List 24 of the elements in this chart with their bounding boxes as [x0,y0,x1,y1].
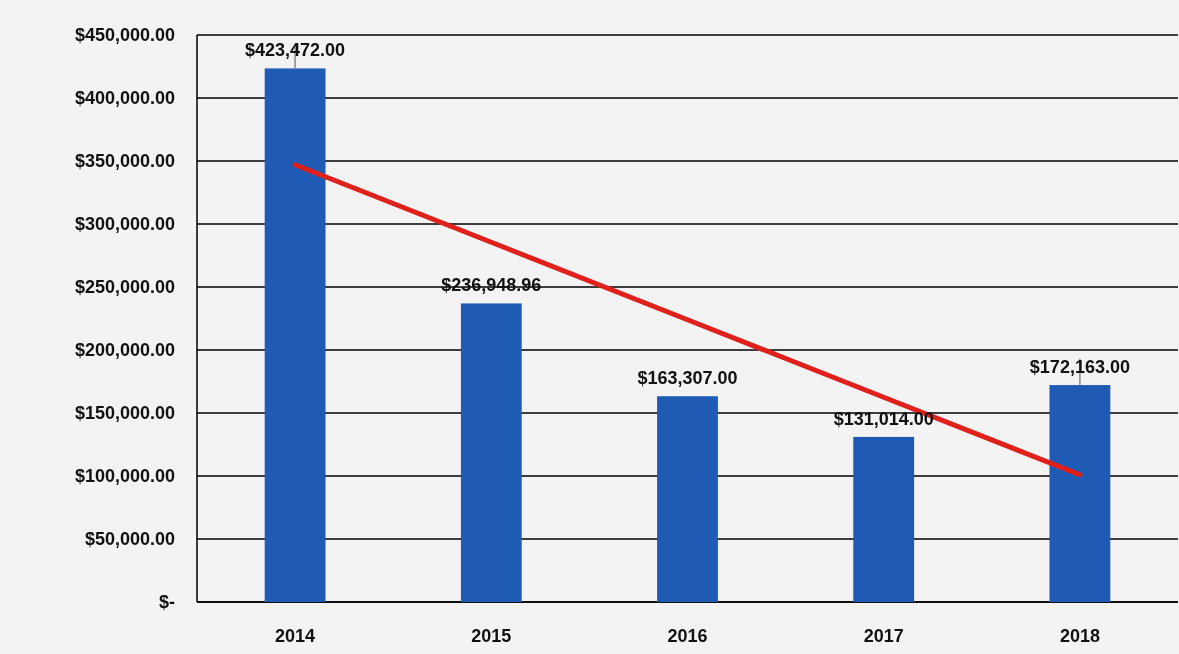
x-tick-label: 2016 [667,626,708,646]
x-tick-label: 2018 [1059,626,1100,646]
y-tick-label: $250,000.00 [74,277,175,298]
bar [853,436,915,602]
y-tick-label: $450,000.00 [74,25,175,46]
x-tick-label: 2014 [275,626,316,646]
data-label: $172,163.00 [1029,357,1130,378]
y-tick-label: $350,000.00 [74,151,175,172]
bar [264,68,326,602]
x-tick-label: 2017 [863,626,904,646]
data-label: $131,014.00 [833,408,934,429]
y-tick-label: $300,000.00 [74,214,175,235]
data-label: $423,472.00 [245,40,346,61]
y-tick-label: $200,000.00 [74,340,175,361]
data-label: $163,307.00 [637,368,738,389]
bar [1049,385,1111,602]
y-tick-label: $150,000.00 [74,403,175,424]
x-tick-label: 2015 [471,626,512,646]
y-tick-label: $50,000.00 [84,529,175,550]
y-tick-label: $400,000.00 [74,88,175,109]
bar [657,396,718,602]
bar [460,303,522,602]
y-tick-label: $100,000.00 [74,466,175,487]
y-tick-label: $- [158,592,175,613]
